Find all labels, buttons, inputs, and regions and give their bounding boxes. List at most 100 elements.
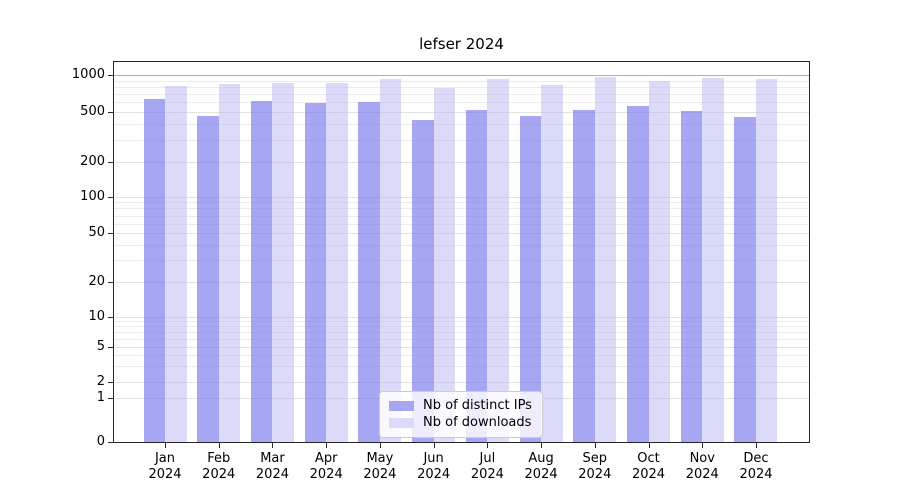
- x-tick-apr: [326, 443, 328, 448]
- x-tick-label-mar: Mar 2024: [244, 451, 300, 483]
- x-tick-label-dec: Dec 2024: [728, 451, 784, 483]
- legend-label-downloads: Nb of downloads: [423, 415, 532, 430]
- bar-downloads-aug: [541, 85, 563, 442]
- bar-distinct-ips-oct: [627, 106, 649, 442]
- x-tick-month-mar: Mar: [260, 451, 285, 466]
- y-tick-50: [108, 233, 113, 235]
- gridline-minor-600: [114, 102, 809, 104]
- bar-downloads-oct: [648, 80, 671, 442]
- y-tick-2: [108, 381, 113, 383]
- y-tick-label-0: 0: [96, 433, 105, 449]
- gridline-minor-6: [114, 338, 809, 340]
- bar-downloads-sep: [594, 77, 617, 442]
- x-tick-year-feb: 2024: [202, 467, 236, 482]
- bar-downloads-dec: [755, 79, 778, 442]
- gridline-minor-40: [114, 245, 809, 247]
- gridline-2: [114, 381, 809, 383]
- bar-distinct-ips-mar: [250, 101, 273, 442]
- x-tick-sep: [594, 443, 596, 448]
- x-tick-year-aug: 2024: [524, 467, 558, 482]
- x-tick-month-oct: Oct: [637, 451, 660, 466]
- x-tick-label-apr: Apr 2024: [298, 451, 354, 483]
- bar-distinct-ips-nov: [680, 110, 703, 442]
- x-tick-label-jun: Jun 2024: [406, 451, 462, 483]
- x-tick-oct: [648, 443, 650, 448]
- bar-downloads-may: [379, 79, 402, 442]
- bar-downloads-feb: [218, 83, 241, 442]
- legend-label-distinct-ips: Nb of distinct IPs: [423, 398, 532, 413]
- bar-downloads-jul: [487, 79, 509, 442]
- y-tick-label-1: 1: [96, 390, 105, 406]
- y-tick-label-2: 2: [96, 373, 105, 389]
- x-tick-feb: [218, 443, 220, 448]
- bar-downloads-jun: [433, 88, 456, 442]
- x-tick-label-aug: Aug 2024: [513, 451, 569, 483]
- bar-distinct-ips-aug: [519, 116, 542, 442]
- x-tick-month-aug: Aug: [528, 451, 554, 466]
- gridline-10: [114, 316, 809, 318]
- y-tick-label-1000: 1000: [71, 67, 105, 82]
- gridline-500: [114, 111, 809, 113]
- gridline-minor-60: [114, 223, 809, 225]
- gridline-minor-400: [114, 123, 809, 125]
- y-tick-5: [108, 346, 113, 348]
- x-tick-year-oct: 2024: [631, 467, 666, 482]
- bar-distinct-ips-jun: [412, 119, 434, 442]
- legend: Nb of distinct IPs Nb of downloads: [379, 391, 543, 438]
- gridline-200: [114, 161, 809, 163]
- x-tick-month-apr: Apr: [314, 451, 338, 466]
- x-tick-label-jul: Jul 2024: [459, 451, 515, 483]
- gridline-minor-9: [114, 321, 809, 323]
- gridline-minor-8: [114, 326, 809, 328]
- x-tick-mar: [272, 443, 274, 448]
- gridline-minor-300: [114, 139, 809, 141]
- x-tick-month-feb: Feb: [207, 451, 231, 466]
- chart-title: lefser 2024: [419, 35, 504, 53]
- x-tick-aug: [541, 443, 543, 448]
- bar-distinct-ips-may: [358, 102, 380, 442]
- x-tick-may: [379, 443, 381, 448]
- gridline-minor-30: [114, 260, 809, 262]
- gridline-20: [114, 281, 809, 283]
- y-tick-label-50: 50: [88, 225, 105, 241]
- x-tick-year-jul: 2024: [470, 467, 504, 482]
- x-tick-year-mar: 2024: [255, 467, 289, 482]
- legend-item-downloads: Nb of downloads: [389, 415, 532, 431]
- x-tick-year-nov: 2024: [685, 467, 719, 482]
- y-tick-label-5: 5: [96, 338, 105, 354]
- gridline-minor-700: [114, 93, 809, 95]
- x-tick-label-may: May 2024: [352, 451, 408, 483]
- gridline-minor-70: [114, 215, 809, 217]
- plot-area: [114, 62, 809, 442]
- x-tick-year-jun: 2024: [417, 467, 451, 482]
- gridline-minor-3: [114, 366, 809, 368]
- x-tick-month-jan: Jan: [154, 451, 176, 466]
- gridline-1000: [114, 75, 809, 76]
- y-tick-1: [108, 398, 113, 400]
- gridline-minor-90: [114, 202, 809, 204]
- bar-distinct-ips-jul: [465, 109, 488, 442]
- y-tick-500: [108, 111, 113, 113]
- x-tick-month-may: May: [366, 451, 394, 466]
- bar-distinct-ips-sep: [573, 109, 595, 442]
- x-tick-month-sep: Sep: [582, 451, 608, 466]
- y-tick-label-200: 200: [80, 153, 105, 169]
- x-tick-jun: [433, 443, 435, 448]
- x-tick-dec: [755, 443, 757, 448]
- y-tick-label-500: 500: [80, 103, 105, 119]
- x-tick-label-oct: Oct 2024: [621, 451, 677, 483]
- x-tick-label-jan: Jan 2024: [137, 451, 193, 483]
- bar-downloads-mar: [272, 83, 294, 442]
- x-tick-label-feb: Feb 2024: [191, 451, 247, 483]
- x-tick-year-dec: 2024: [739, 467, 773, 482]
- bar-distinct-ips-apr: [304, 103, 327, 442]
- x-tick-month-nov: Nov: [689, 451, 715, 466]
- x-tick-month-dec: Dec: [743, 451, 769, 466]
- y-tick-label-10: 10: [88, 308, 105, 324]
- x-tick-jan: [165, 443, 166, 448]
- x-tick-month-jul: Jul: [479, 451, 496, 466]
- bar-distinct-ips-dec: [734, 116, 756, 442]
- y-tick-label-20: 20: [88, 273, 105, 289]
- bar-downloads-apr: [326, 82, 348, 442]
